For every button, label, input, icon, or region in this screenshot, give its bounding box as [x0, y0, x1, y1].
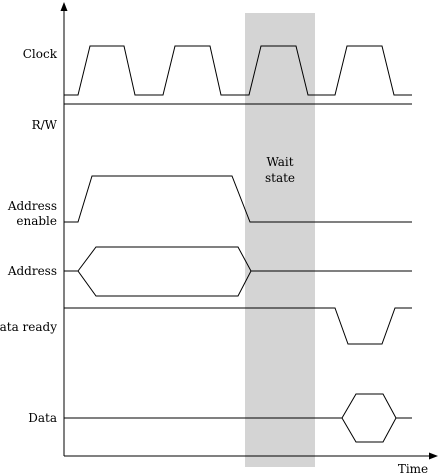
- x-axis-label: Time: [398, 462, 428, 476]
- wait-state-band: [245, 13, 315, 467]
- address-enable-label-line1: Address: [7, 199, 57, 213]
- wait-state-label-line1: Wait: [266, 155, 293, 169]
- x-axis-arrowhead: [429, 452, 438, 460]
- address-enable-waveform: [64, 175, 412, 223]
- address-waveform: [64, 246, 412, 297]
- data-label: Data: [28, 411, 57, 425]
- wait-state-label-line2: state: [265, 171, 295, 185]
- address-enable-label-line2: enable: [16, 214, 57, 228]
- data-ready-label: Data ready: [0, 320, 57, 334]
- data-ready-waveform: [64, 307, 412, 345]
- clock-waveform: [64, 45, 412, 96]
- data-waveform: [64, 393, 412, 443]
- y-axis-arrowhead: [60, 2, 68, 11]
- clock-label: Clock: [23, 47, 58, 61]
- address-label: Address: [7, 264, 57, 278]
- axes: [63, 8, 432, 457]
- rw-label: R/W: [32, 118, 58, 132]
